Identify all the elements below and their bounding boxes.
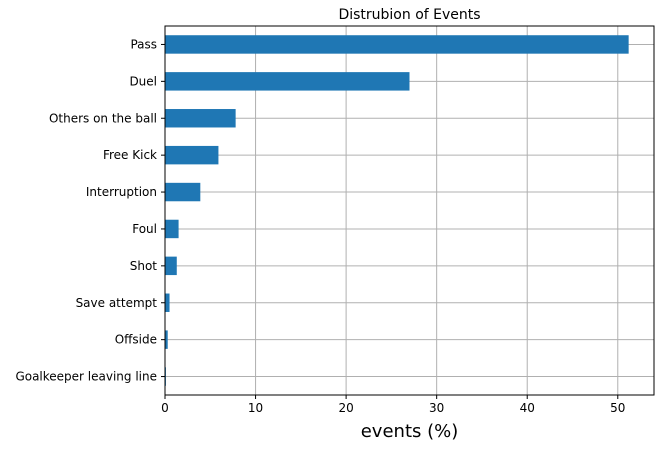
x-tick-label: 40: [520, 401, 535, 415]
x-axis-label: events (%): [361, 421, 459, 442]
bar: [165, 256, 177, 276]
y-tick-label: Save attempt: [76, 296, 158, 310]
bar: [165, 219, 179, 239]
bar: [165, 182, 201, 202]
bar: [165, 293, 170, 312]
x-tick-label: 10: [248, 401, 263, 415]
y-tick-label: Shot: [130, 259, 158, 273]
y-tick-label: Foul: [132, 222, 157, 236]
plot-frame: [164, 25, 655, 396]
bar: [165, 72, 410, 91]
y-tick-label: Duel: [129, 74, 157, 88]
y-tick-label: Offside: [115, 333, 157, 347]
y-tick-label: Others on the ball: [49, 111, 157, 125]
bars: [165, 35, 629, 386]
bar: [165, 109, 236, 128]
y-tick-label: Pass: [130, 37, 157, 51]
bar: [165, 145, 219, 165]
y-tick-label: Free Kick: [103, 148, 157, 162]
y-tick-label: Goalkeeper leaving line: [15, 370, 157, 384]
x-tick-label: 0: [161, 401, 169, 415]
x-tick-label: 50: [610, 401, 625, 415]
axis-ticks: 0 10 20 30 40 50 Pass Duel Others on the ball Fre…: [15, 37, 625, 415]
chart-title: Distrubion of Events: [338, 7, 480, 23]
x-tick-label: 30: [429, 401, 444, 415]
y-tick-label: Interruption: [86, 185, 157, 199]
bar: [165, 330, 168, 349]
grid-lines: [164, 26, 654, 395]
bar: [165, 35, 629, 54]
x-tick-label: 20: [338, 401, 353, 415]
